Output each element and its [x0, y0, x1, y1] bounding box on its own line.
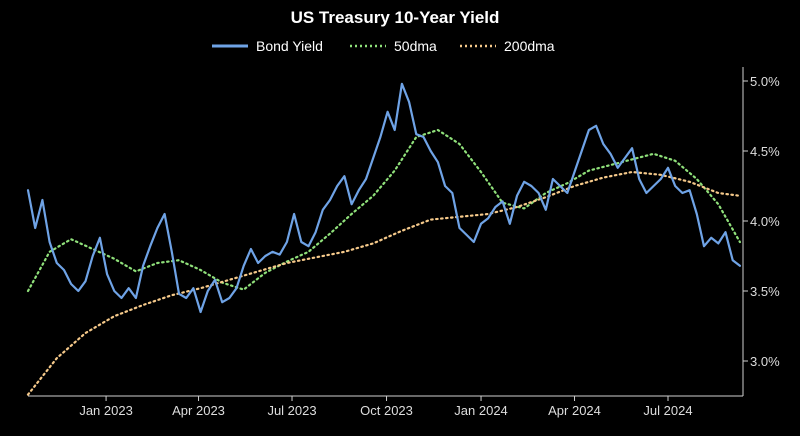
plot-frame: [28, 67, 744, 397]
series-layer: [26, 82, 741, 396]
y-tick-label: 3.0%: [750, 354, 780, 369]
series-line-bond-yield: [26, 82, 741, 314]
legend-label-50dma: 50dma: [394, 38, 437, 54]
x-tick-label: Jan 2024: [454, 403, 508, 418]
y-tick-label: 3.5%: [750, 284, 780, 299]
x-tick-label: Jan 2023: [79, 403, 133, 418]
y-axis-ticks: 3.0% 3.5% 4.0% 4.5% 5.0%: [743, 74, 780, 369]
x-tick-label: Apr 2024: [548, 403, 601, 418]
y-tick-label: 5.0%: [750, 74, 780, 89]
x-tick-label: Apr 2023: [172, 403, 225, 418]
series-line-200dma: [26, 170, 741, 396]
legend-label-bond-yield: Bond Yield: [256, 38, 323, 54]
chart-title: US Treasury 10-Year Yield: [291, 8, 500, 27]
y-tick-label: 4.5%: [750, 144, 780, 159]
x-tick-label: Jul 2023: [267, 403, 316, 418]
x-axis-ticks: Jan 2023 Apr 2023 Jul 2023 Oct 2023 Jan 2024…: [79, 396, 693, 418]
legend-label-200dma: 200dma: [504, 38, 555, 54]
legend: Bond Yield 50dma 200dma: [212, 38, 555, 54]
x-tick-label: Jul 2024: [643, 403, 692, 418]
x-tick-label: Oct 2023: [360, 403, 413, 418]
y-tick-label: 4.0%: [750, 214, 780, 229]
